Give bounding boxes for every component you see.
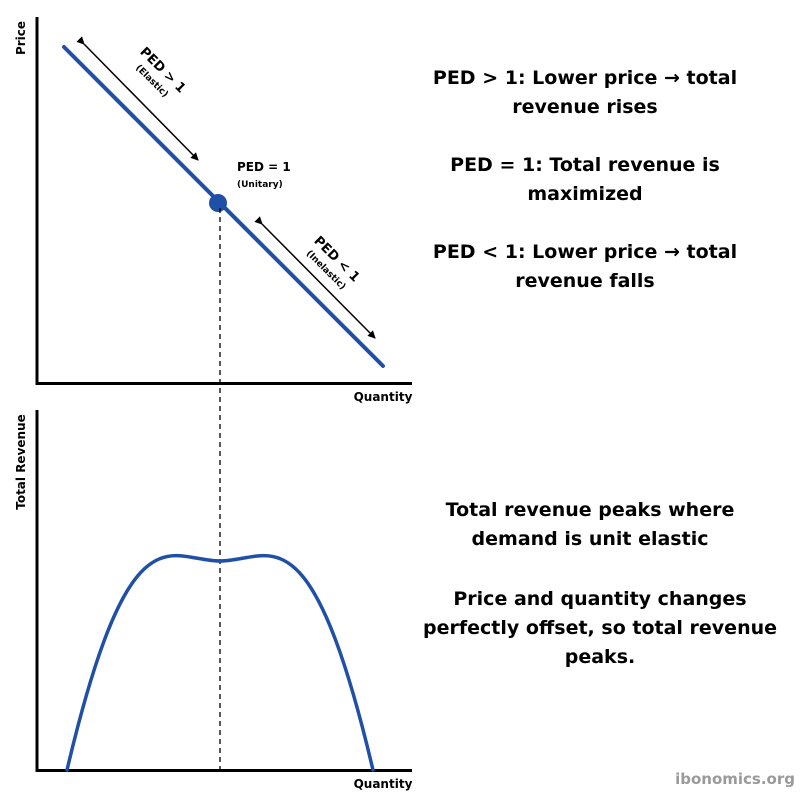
site-watermark: ibonomics.org [675,770,795,788]
top-x-axis-label: Quantity [354,390,413,404]
top-y-axis-label: Price [14,21,28,55]
elastic-segment-arrow [76,36,199,161]
inelastic-segment-arrow [254,216,376,339]
unit-elastic-point [209,194,227,212]
unitary-note: PED = 1: Total revenue is maximized [450,154,720,205]
offset-note: Price and quantity changes perfectly off… [422,588,778,668]
elastic-note: PED > 1: Lower price → total revenue ris… [432,67,738,118]
total-revenue-curve [65,553,375,772]
revenue-peak-note: Total revenue peaks where demand is unit… [445,499,735,550]
bottom-y-axis-label: Total Revenue [14,414,28,510]
unitary-sublabel: (Unitary) [237,180,283,190]
bottom-x-axis-label: Quantity [354,777,413,791]
inelastic-note: PED < 1: Lower price → total revenue fal… [432,241,738,292]
unitary-label: PED = 1 [237,160,291,174]
